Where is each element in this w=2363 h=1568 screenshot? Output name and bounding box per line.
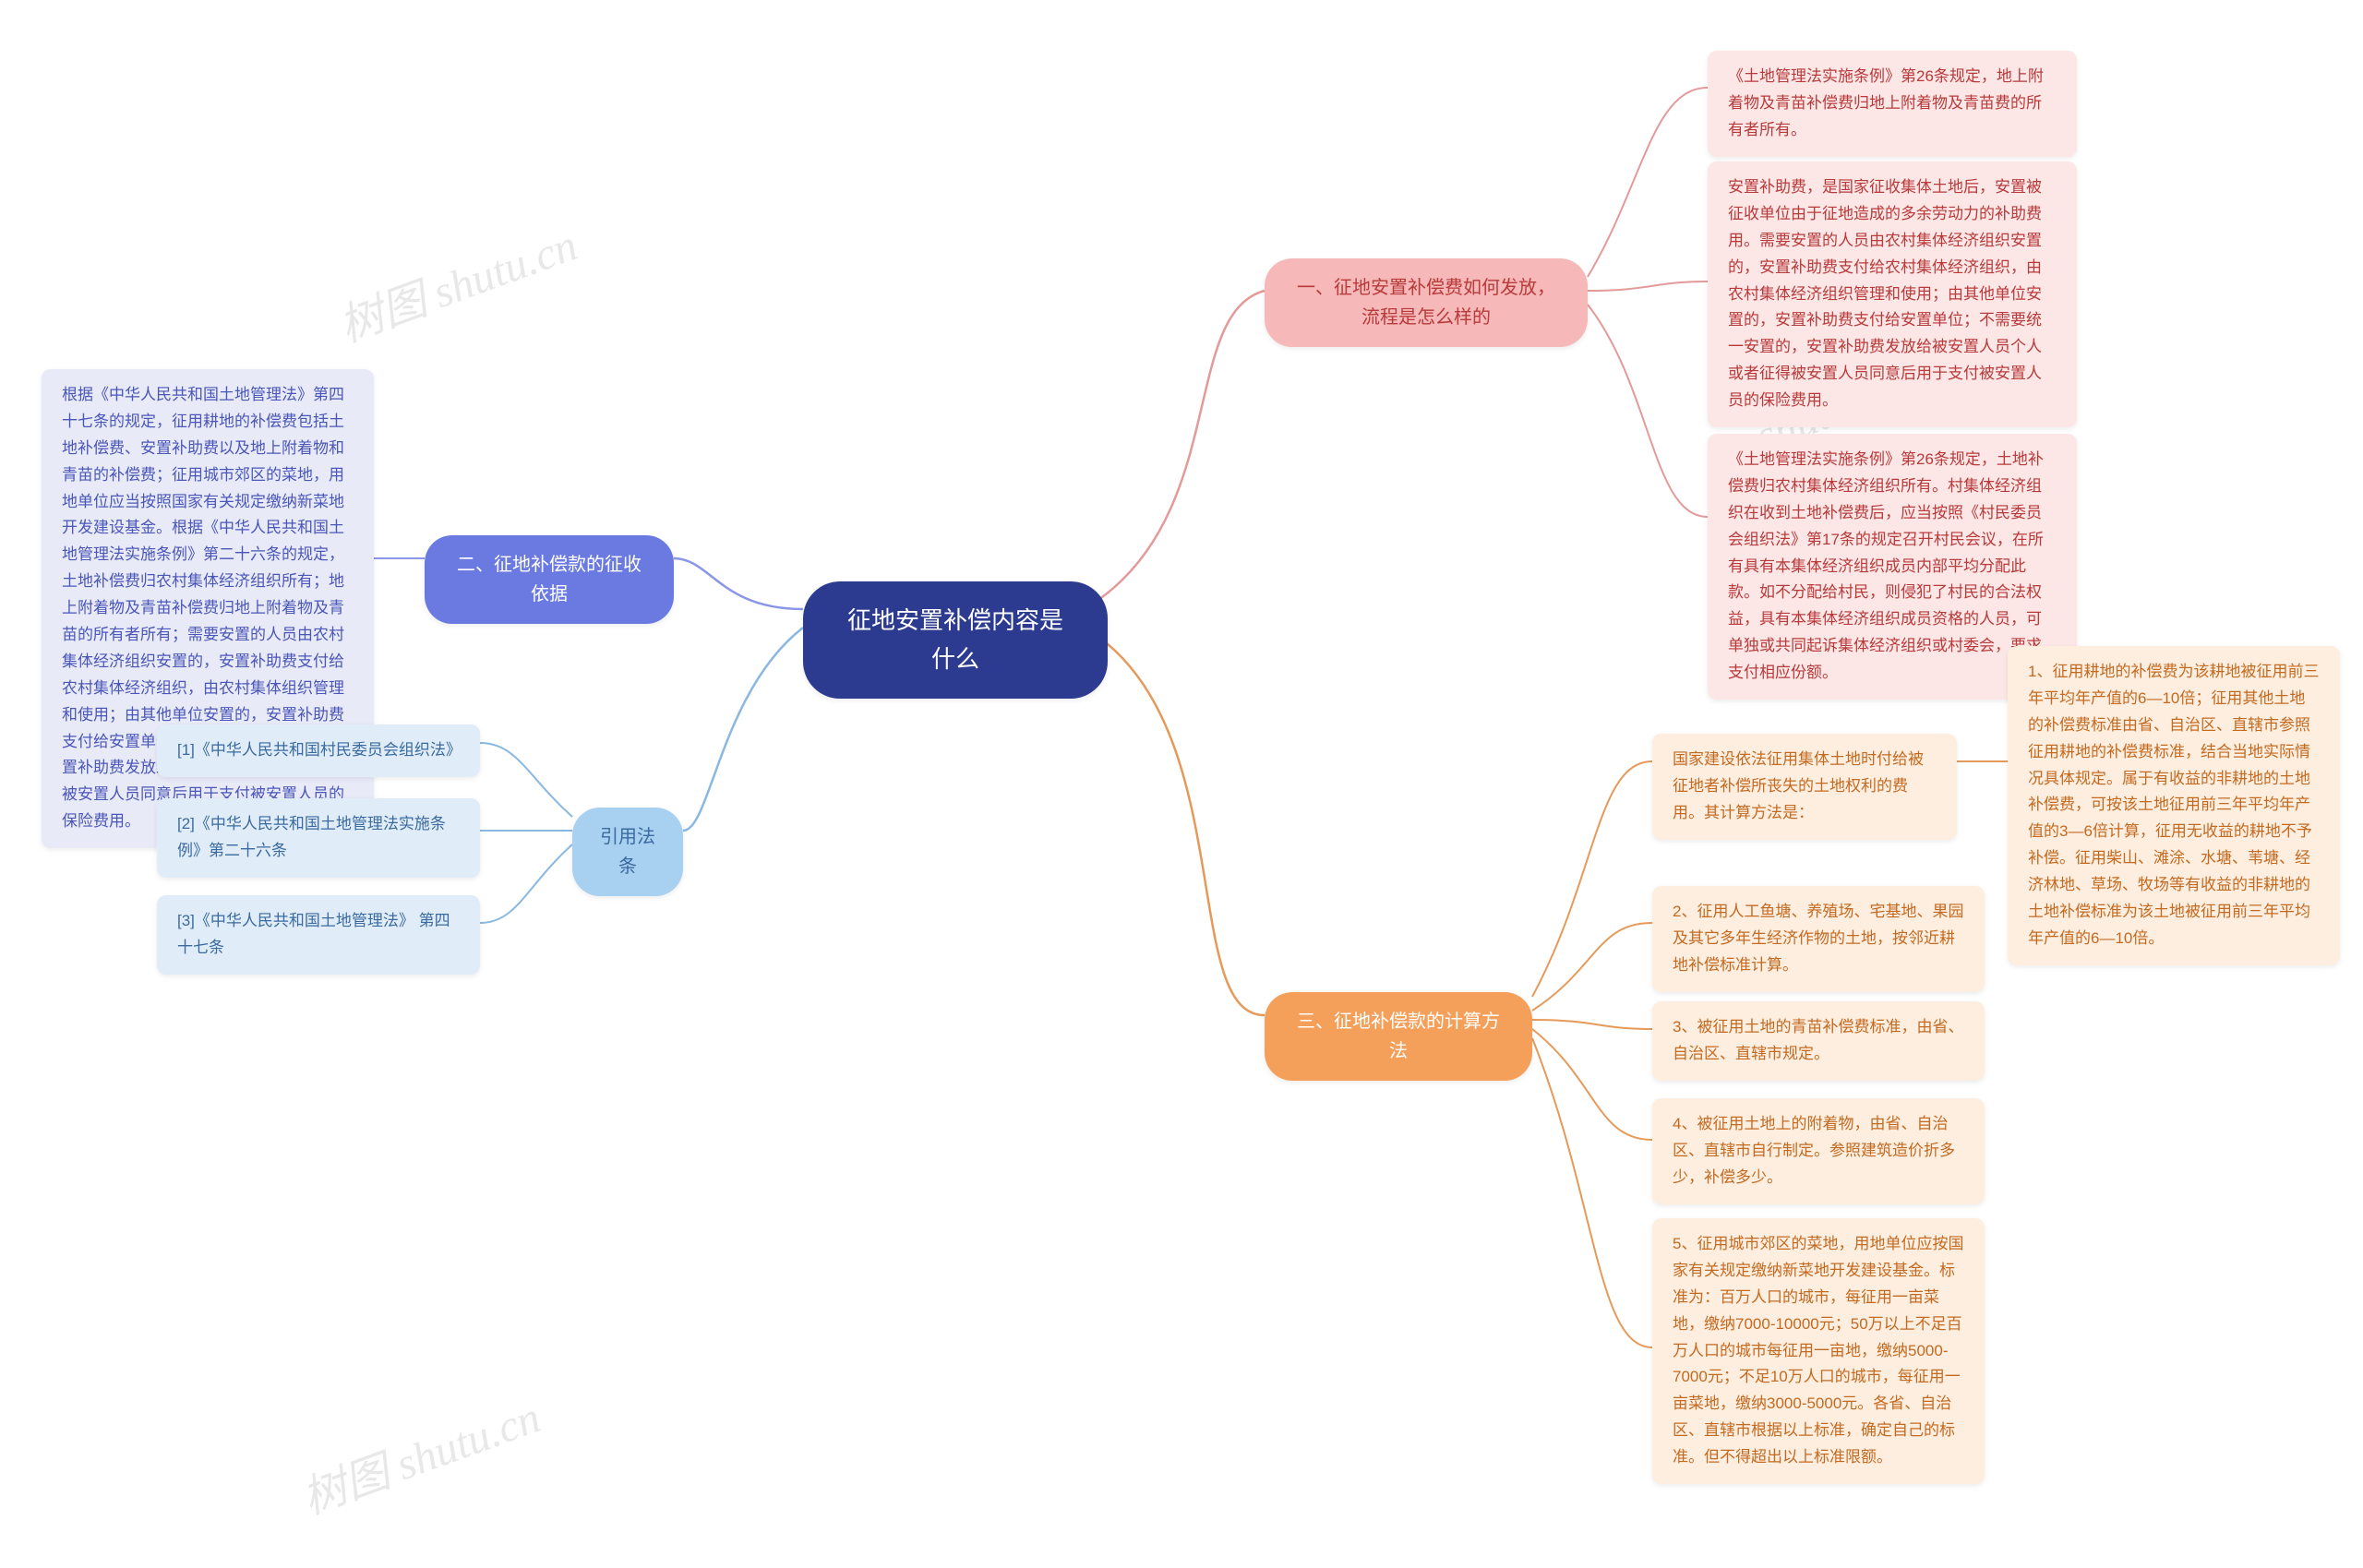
branch4-node: 引用法条 bbox=[572, 808, 683, 896]
branch3-sub1-leaf: 1、征用耕地的补偿费为该耕地被征用前三年平均年产值的6—10倍；征用其他土地的补… bbox=[2008, 646, 2340, 965]
branch3-leaf3: 3、被征用土地的青苗补偿费标准，由省、自治区、直辖市规定。 bbox=[1652, 1001, 1985, 1081]
center-node: 征地安置补偿内容是什么 bbox=[803, 581, 1108, 699]
branch3-leaf5: 5、征用城市郊区的菜地，用地单位应按国家有关规定缴纳新菜地开发建设基金。标准为：… bbox=[1652, 1218, 1985, 1484]
branch3-leaf4: 4、被征用土地上的附着物，由省、自治区、直辖市自行制定。参照建筑造价折多少，补偿… bbox=[1652, 1098, 1985, 1204]
watermark: 树图 shutu.cn bbox=[292, 1381, 547, 1526]
watermark: 树图 shutu.cn bbox=[329, 209, 584, 354]
branch4-leaf2: [2]《中华人民共和国土地管理法实施条例》第二十六条 bbox=[157, 798, 480, 878]
branch2-node: 二、征地补偿款的征收依据 bbox=[425, 535, 674, 624]
branch4-leaf1: [1]《中华人民共和国村民委员会组织法》 bbox=[157, 724, 480, 777]
branch1-leaf2: 安置补助费，是国家征收集体土地后，安置被征收单位由于征地造成的多余劳动力的补助费… bbox=[1708, 162, 2077, 427]
branch3-node: 三、征地补偿款的计算方法 bbox=[1265, 992, 1532, 1081]
branch1-leaf1: 《土地管理法实施条例》第26条规定，地上附着物及青苗补偿费归地上附着物及青苗费的… bbox=[1708, 51, 2077, 157]
branch3-leaf2: 2、征用人工鱼塘、养殖场、宅基地、果园及其它多年生经济作物的土地，按邻近耕地补偿… bbox=[1652, 886, 1985, 992]
branch1-node: 一、征地安置补偿费如何发放，流程是怎么样的 bbox=[1265, 258, 1588, 347]
branch4-leaf3: [3]《中华人民共和国土地管理法》 第四十七条 bbox=[157, 895, 480, 975]
branch3-sub1: 国家建设依法征用集体土地时付给被征地者补偿所丧失的土地权利的费用。其计算方法是： bbox=[1652, 734, 1957, 840]
